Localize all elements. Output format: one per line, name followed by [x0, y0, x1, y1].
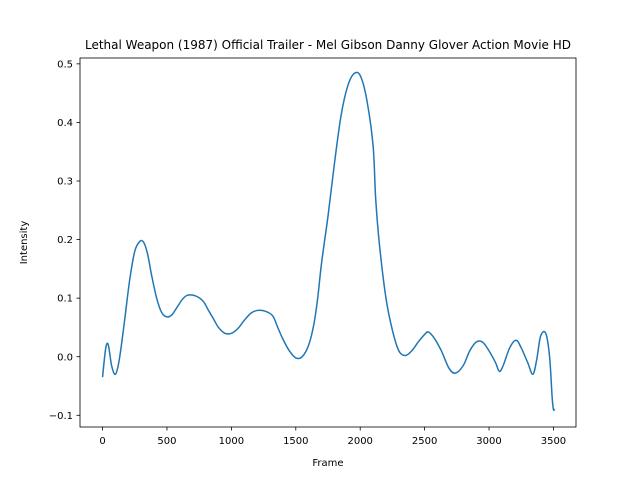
plot-frame [79, 57, 577, 428]
y-tick-label: 0.2 [57, 235, 73, 246]
y-tick-label: −0.1 [49, 411, 73, 422]
y-axis-ticks: −0.1 0.0 0.1 0.2 0.3 0.4 0.5 [49, 59, 80, 422]
x-axis-label: Frame [312, 458, 343, 469]
chart-title: Lethal Weapon (1987) Official Trailer - … [85, 38, 571, 52]
x-tick-label: 1000 [219, 436, 244, 447]
series-line-0 [101, 71, 556, 412]
x-tick-label: 500 [157, 436, 176, 447]
plot-marks [101, 71, 556, 412]
x-tick-label: 1500 [283, 436, 308, 447]
y-tick-label: 0.0 [57, 352, 73, 363]
x-axis-ticks: 0 500 1000 1500 2000 2500 3000 3500 [99, 427, 566, 447]
y-tick-label: 0.5 [57, 59, 73, 70]
y-tick-label: 0.1 [57, 294, 73, 305]
x-tick-label: 3000 [476, 436, 501, 447]
x-tick-label: 0 [99, 436, 105, 447]
y-tick-label: 0.4 [57, 118, 73, 129]
y-axis-label: Intensity [19, 221, 30, 265]
x-tick-label: 3500 [541, 436, 566, 447]
x-tick-label: 2500 [412, 436, 437, 447]
x-tick-label: 2000 [347, 436, 372, 447]
y-tick-label: 0.3 [57, 177, 73, 188]
